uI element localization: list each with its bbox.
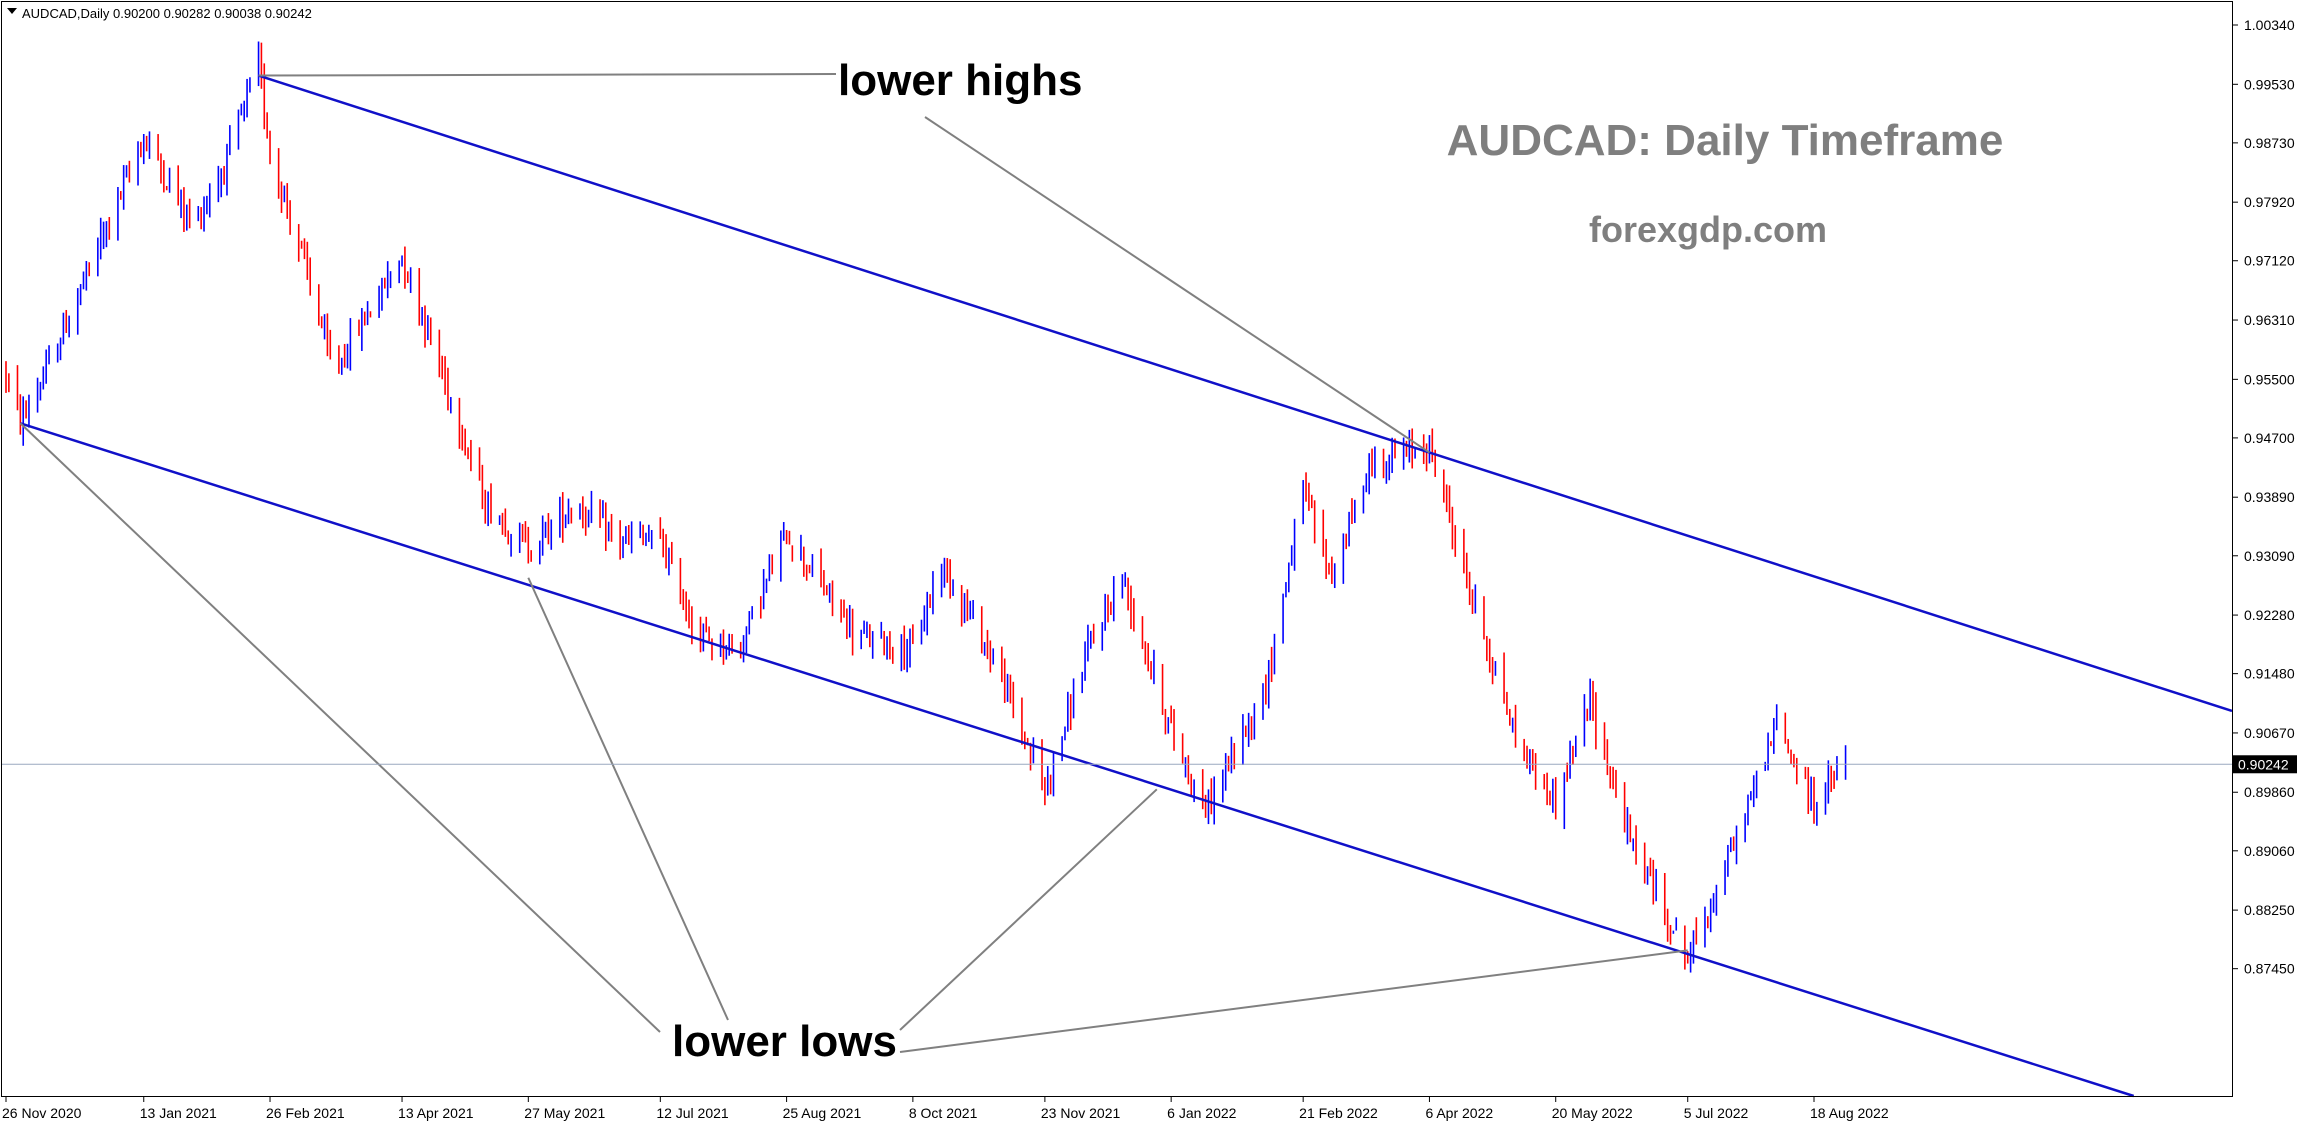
x-tick-label: 27 May 2021 [524,1105,605,1121]
x-tick-label: 13 Apr 2021 [398,1105,474,1121]
y-tick-label: 0.97120 [2244,253,2295,269]
lower-lows-pointer-2 [527,577,729,1021]
trendlines [19,74,2233,1098]
y-tick-label: 0.98730 [2244,135,2295,151]
x-tick-label: 12 Jul 2021 [656,1105,729,1121]
y-tick-label: 0.96310 [2244,312,2295,328]
y-axis: 1.00340 0.99530 0.98730 0.97920 0.97120 0.963… [2,17,2297,977]
watermark-title: AUDCAD: Daily Timeframe [1447,116,2004,165]
y-tick-label: 0.97920 [2244,194,2295,210]
x-tick-label: 26 Feb 2021 [266,1105,345,1121]
x-tick-label: 20 May 2022 [1552,1105,1633,1121]
lower-highs-pointer-2 [924,116,1430,454]
x-tick-label: 21 Feb 2022 [1299,1105,1378,1121]
x-tick-label: 13 Jan 2021 [140,1105,217,1121]
y-tick-label: 0.99530 [2244,76,2295,92]
y-tick-label: 0.94700 [2244,430,2295,446]
lower-highs-pointer-1 [258,73,837,77]
x-axis: 26 Nov 2020 13 Jan 2021 26 Feb 2021 13 Apr … [2,1096,1889,1121]
y-tick-label: 0.93890 [2244,489,2295,505]
y-tick-label: 0.91480 [2244,666,2295,682]
x-tick-label: 6 Apr 2022 [1425,1105,1493,1121]
lower-lows-pointer-4 [899,949,1688,1053]
x-tick-label: 5 Jul 2022 [1684,1105,1749,1121]
x-tick-label: 23 Nov 2021 [1041,1105,1121,1121]
lower-lows-label: lower lows [672,1017,897,1066]
lower-lows-pointer-1 [19,422,661,1033]
y-tick-label: 0.89860 [2244,784,2295,800]
annotation-pointers [19,73,1688,1053]
x-tick-label: 25 Aug 2021 [783,1105,862,1121]
x-tick-label: 26 Nov 2020 [2,1105,82,1121]
lower-lows-pointer-3 [899,788,1158,1031]
current-price-label: 0.90242 [2238,756,2289,772]
upper-channel-line[interactable] [258,74,2233,713]
y-tick-label: 0.92280 [2244,607,2295,623]
plot-frame [1,1,2233,1097]
y-tick-label: 0.95500 [2244,371,2295,387]
watermark-subtitle: forexgdp.com [1589,209,1827,250]
ohlc-values: 0.90200 0.90282 0.90038 0.90242 [113,6,312,21]
x-tick-label: 6 Jan 2022 [1167,1105,1236,1121]
current-price-tag [2233,755,2297,774]
y-tick-label: 1.00340 [2244,17,2295,33]
symbol-label: AUDCAD,Daily [22,6,110,21]
x-tick-label: 8 Oct 2021 [909,1105,978,1121]
y-tick-label: 0.88250 [2244,902,2295,918]
lower-channel-line[interactable] [19,422,2135,1098]
y-tick-label: 0.87450 [2244,961,2295,977]
x-tick-label: 18 Aug 2022 [1810,1105,1889,1121]
dropdown-triangle-icon[interactable] [7,8,17,14]
lower-highs-label: lower highs [838,56,1082,105]
y-tick-label: 0.89060 [2244,843,2295,859]
y-tick-label: 0.90670 [2244,725,2295,741]
candles [5,41,1847,973]
y-tick-label: 0.93090 [2244,548,2295,564]
